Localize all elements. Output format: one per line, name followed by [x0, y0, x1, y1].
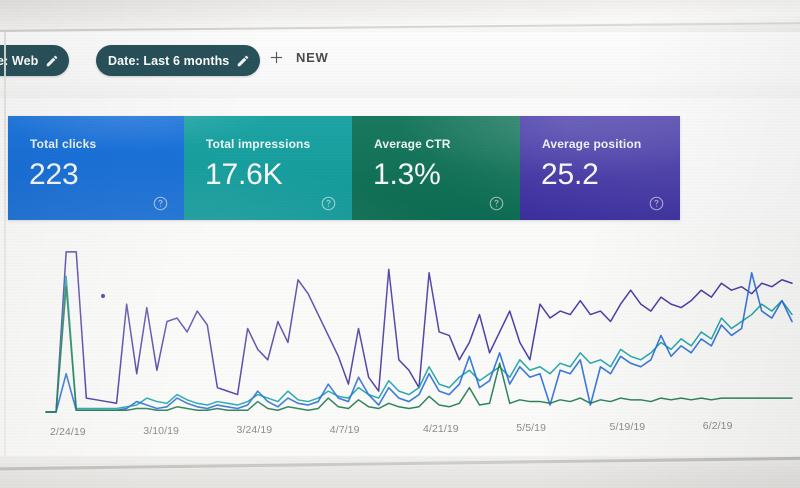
- metric-card-total-impressions[interactable]: Total impressions 17.6K: [184, 116, 352, 220]
- metric-card-average-ctr[interactable]: Average CTR 1.3%: [352, 116, 520, 220]
- chart-x-tick-label: 4/7/19: [329, 423, 360, 436]
- chart-data-point-marker: [100, 293, 106, 299]
- chart-plot-area[interactable]: [0, 224, 800, 424]
- metric-card-value: 1.3%: [373, 158, 441, 191]
- chart-series-line: [45, 275, 793, 413]
- pencil-edit-icon: [47, 55, 58, 66]
- help-circle-icon[interactable]: [649, 196, 664, 211]
- chart-series-line: [45, 285, 793, 413]
- chart-x-tick-label: 5/19/19: [609, 421, 646, 434]
- add-new-filter-label: NEW: [296, 50, 329, 65]
- metric-card-label: Total impressions: [206, 137, 311, 151]
- chart-x-tick-label: 2/24/19: [50, 426, 86, 438]
- chart-x-tick-label: 5/5/19: [516, 422, 547, 434]
- chart-x-tick-label: 3/10/19: [143, 425, 179, 438]
- chart-x-tick-label: 6/2/19: [702, 420, 733, 433]
- pencil-edit-icon: [238, 55, 249, 66]
- help-circle-icon[interactable]: [489, 196, 504, 211]
- metric-card-total-clicks[interactable]: Total clicks 223: [8, 116, 184, 220]
- filter-toolbar: type: Web Date: Last 6 months NEW La: [0, 32, 800, 98]
- metric-card-value: 223: [29, 158, 79, 191]
- help-circle-icon[interactable]: [321, 196, 336, 211]
- search-console-performance-app: type: Web Date: Last 6 months NEW La: [0, 32, 800, 456]
- metric-card-label: Total clicks: [30, 137, 97, 151]
- metric-cards-row: Total clicks 223 Total impressions 17.6K…: [8, 116, 680, 220]
- plus-icon: [270, 51, 283, 64]
- filter-chip-date-range-label: Date: Last 6 months: [108, 53, 230, 68]
- help-circle-icon[interactable]: [153, 196, 168, 211]
- filter-chip-search-type-label: type: Web: [0, 53, 39, 68]
- filter-chip-search-type[interactable]: type: Web: [0, 45, 70, 76]
- chart-x-tick-label: 4/21/19: [423, 422, 459, 435]
- chart-x-axis: 2/24/19 3/10/19 3/24/19 4/7/19 4/21/19 5/5/19…: [0, 420, 800, 442]
- metric-card-value: 17.6K: [205, 158, 283, 191]
- metric-card-average-position[interactable]: Average position 25.2: [520, 116, 680, 220]
- chart-series-line: [45, 271, 793, 413]
- metric-card-label: Average position: [542, 137, 642, 151]
- performance-line-chart[interactable]: 2/24/19 3/10/19 3/24/19 4/7/19 4/21/19 5/5/19…: [0, 224, 800, 456]
- add-new-filter-button[interactable]: NEW: [268, 49, 328, 66]
- filter-chip-date-range[interactable]: Date: Last 6 months: [96, 45, 261, 76]
- metric-card-label: Average CTR: [374, 137, 451, 151]
- chart-x-tick-label: 3/24/19: [236, 424, 273, 437]
- app-left-edge: [4, 32, 6, 458]
- metric-card-value: 25.2: [541, 158, 599, 191]
